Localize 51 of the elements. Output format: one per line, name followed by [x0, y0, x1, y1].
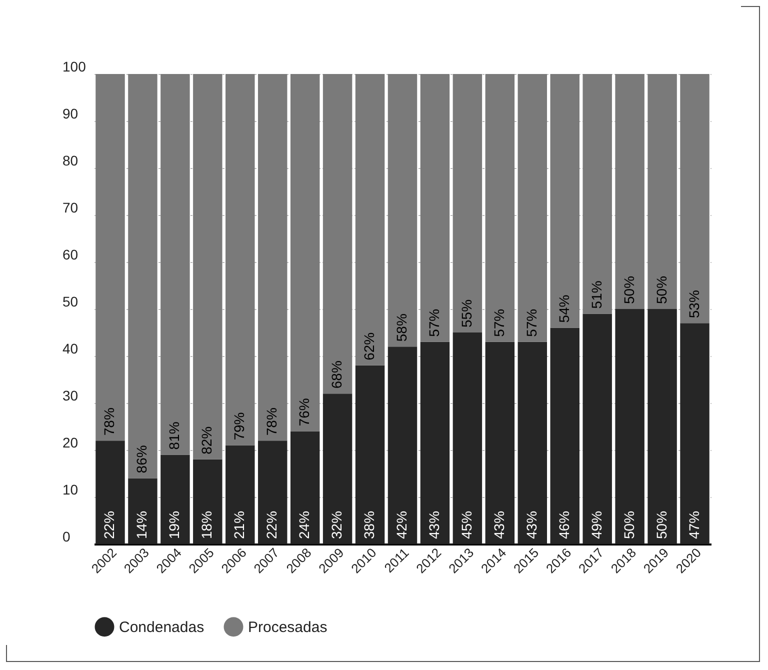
- y-tick-label: 40: [62, 340, 78, 356]
- legend-label: Procesadas: [248, 618, 328, 636]
- data-label: 57%: [426, 308, 442, 337]
- data-label: 22%: [264, 510, 280, 539]
- data-label: 62%: [361, 332, 378, 360]
- data-label: 55%: [458, 299, 474, 328]
- data-label: 78%: [101, 408, 118, 436]
- data-label: 50%: [653, 510, 670, 539]
- data-label: 49%: [588, 510, 604, 539]
- data-label: 14%: [134, 510, 150, 539]
- data-label: 22%: [101, 510, 118, 539]
- data-label: 46%: [556, 510, 572, 539]
- data-label: 18%: [198, 510, 215, 539]
- y-tick-label: 20: [62, 434, 78, 450]
- y-tick-label: 90: [62, 106, 78, 122]
- data-label: 50%: [653, 276, 670, 304]
- data-label: 53%: [686, 290, 702, 318]
- data-label: 24%: [296, 510, 312, 539]
- y-tick-label: 0: [62, 528, 70, 544]
- legend-label: Condenadas: [119, 618, 204, 636]
- data-label: 21%: [231, 510, 248, 539]
- data-label: 78%: [264, 408, 280, 436]
- data-label: 47%: [686, 510, 702, 539]
- data-label: 51%: [588, 280, 604, 309]
- data-label: 86%: [134, 445, 150, 474]
- data-label: 76%: [296, 398, 312, 426]
- data-label: 45%: [458, 510, 474, 539]
- data-label: 57%: [523, 308, 540, 337]
- data-label: 43%: [523, 510, 540, 539]
- data-label: 82%: [198, 426, 215, 454]
- data-label: 43%: [426, 510, 442, 539]
- data-label: 42%: [394, 510, 410, 539]
- y-tick-label: 80: [62, 152, 78, 168]
- data-label: 58%: [394, 314, 410, 342]
- data-label: 79%: [231, 412, 248, 440]
- data-label: 68%: [328, 360, 345, 389]
- data-label: 54%: [556, 294, 572, 323]
- data-label: 81%: [166, 422, 182, 450]
- data-label: 43%: [490, 510, 507, 539]
- y-tick-label: 100: [62, 58, 86, 74]
- data-label: 50%: [620, 276, 637, 304]
- data-label: 32%: [328, 510, 345, 539]
- y-tick-label: 10: [62, 482, 78, 498]
- data-label: 57%: [490, 308, 507, 337]
- y-tick-label: 30: [62, 388, 78, 404]
- data-label: 38%: [361, 510, 378, 539]
- y-tick-label: 60: [62, 246, 78, 262]
- y-tick-label: 70: [62, 200, 78, 216]
- data-label: 50%: [620, 510, 637, 539]
- data-label: 19%: [166, 510, 182, 539]
- y-tick-label: 50: [62, 294, 78, 310]
